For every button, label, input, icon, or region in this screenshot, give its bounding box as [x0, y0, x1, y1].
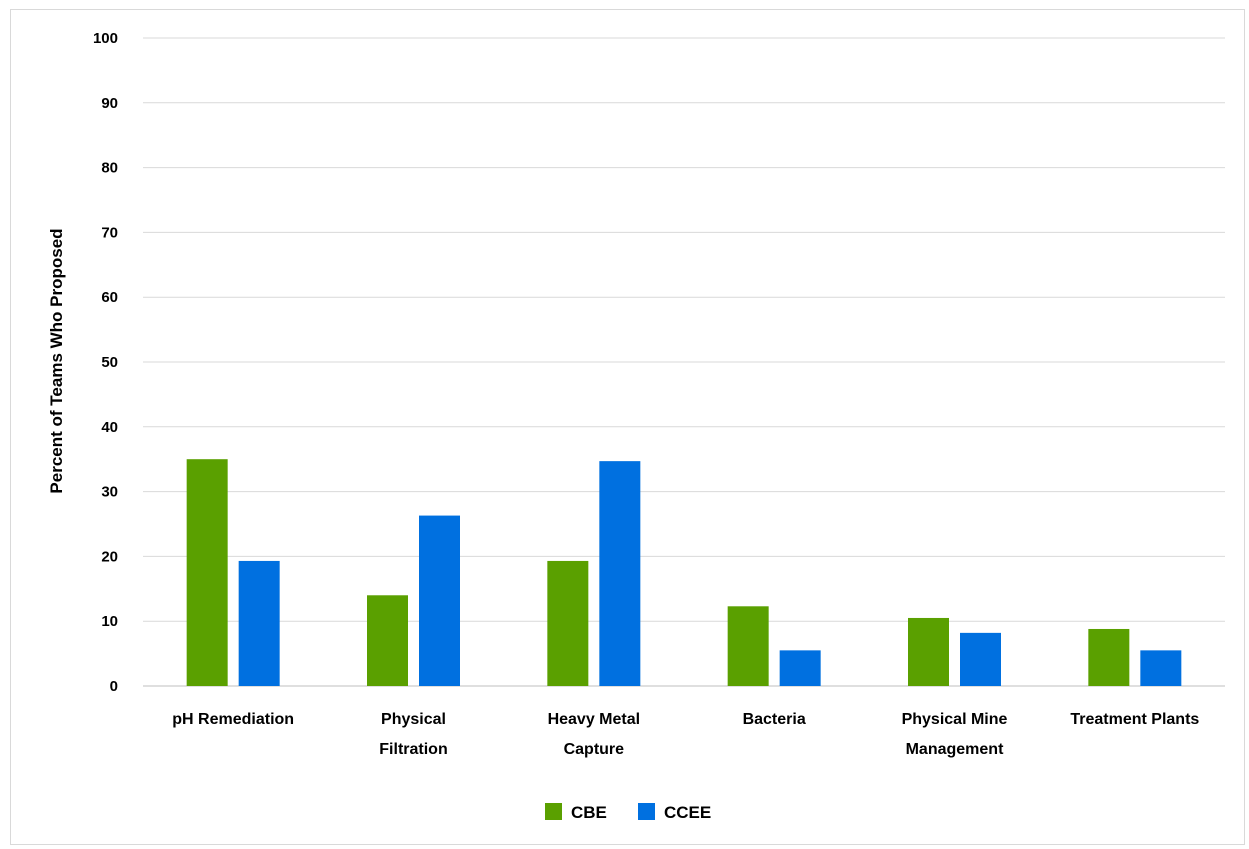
y-tick-label: 20: [101, 548, 118, 565]
legend-swatch-cbe: [545, 803, 562, 820]
y-tick-label: 10: [101, 613, 118, 630]
bar-cbe: [727, 606, 769, 686]
x-category-label: Filtration: [379, 741, 447, 758]
bars: [186, 459, 1182, 686]
y-tick-label: 90: [101, 95, 118, 112]
bar-ccee: [779, 650, 821, 686]
bar-ccee: [419, 515, 460, 686]
y-tick-label: 60: [101, 289, 118, 306]
bar-ccee: [599, 461, 641, 686]
x-category-label: Capture: [564, 741, 625, 758]
y-tick-label: 30: [101, 484, 118, 501]
x-category-label: pH Remediation: [172, 711, 294, 728]
bar-ccee: [1140, 650, 1182, 686]
legend-swatch-ccee: [638, 803, 655, 820]
x-category-label: Physical: [381, 711, 446, 728]
y-tick-label: 50: [101, 354, 118, 371]
x-category-label: Physical Mine: [902, 711, 1008, 728]
legend: CBE CCEE: [545, 803, 711, 822]
bar-ccee: [960, 632, 1001, 686]
y-tick-label: 70: [101, 224, 118, 241]
bar-cbe: [186, 459, 228, 686]
y-tick-label: 40: [101, 419, 118, 436]
x-category-label: Treatment Plants: [1070, 711, 1199, 728]
legend-label-cbe: CBE: [571, 803, 607, 822]
bar-cbe: [908, 617, 949, 686]
y-tick-label: 100: [93, 30, 118, 47]
x-category-label: Bacteria: [743, 711, 806, 728]
bar-cbe: [367, 595, 408, 686]
y-tick-label: 80: [101, 160, 118, 177]
legend-label-ccee: CCEE: [664, 803, 711, 822]
gridlines: [143, 37, 1225, 687]
bar-ccee: [238, 560, 280, 686]
y-axis-ticks: 0 10 20 30 40 50 60 70 80 90 100: [93, 30, 118, 695]
x-category-label: Management: [906, 741, 1004, 758]
bar-cbe: [1088, 628, 1130, 686]
y-axis-label: Percent of Teams Who Proposed: [47, 228, 66, 493]
x-category-label: Heavy Metal: [548, 711, 641, 728]
bar-cbe: [547, 560, 589, 686]
y-tick-label: 0: [110, 678, 118, 695]
x-axis-categories: pH Remediation Physical Filtration Heavy Me…: [172, 711, 1199, 758]
